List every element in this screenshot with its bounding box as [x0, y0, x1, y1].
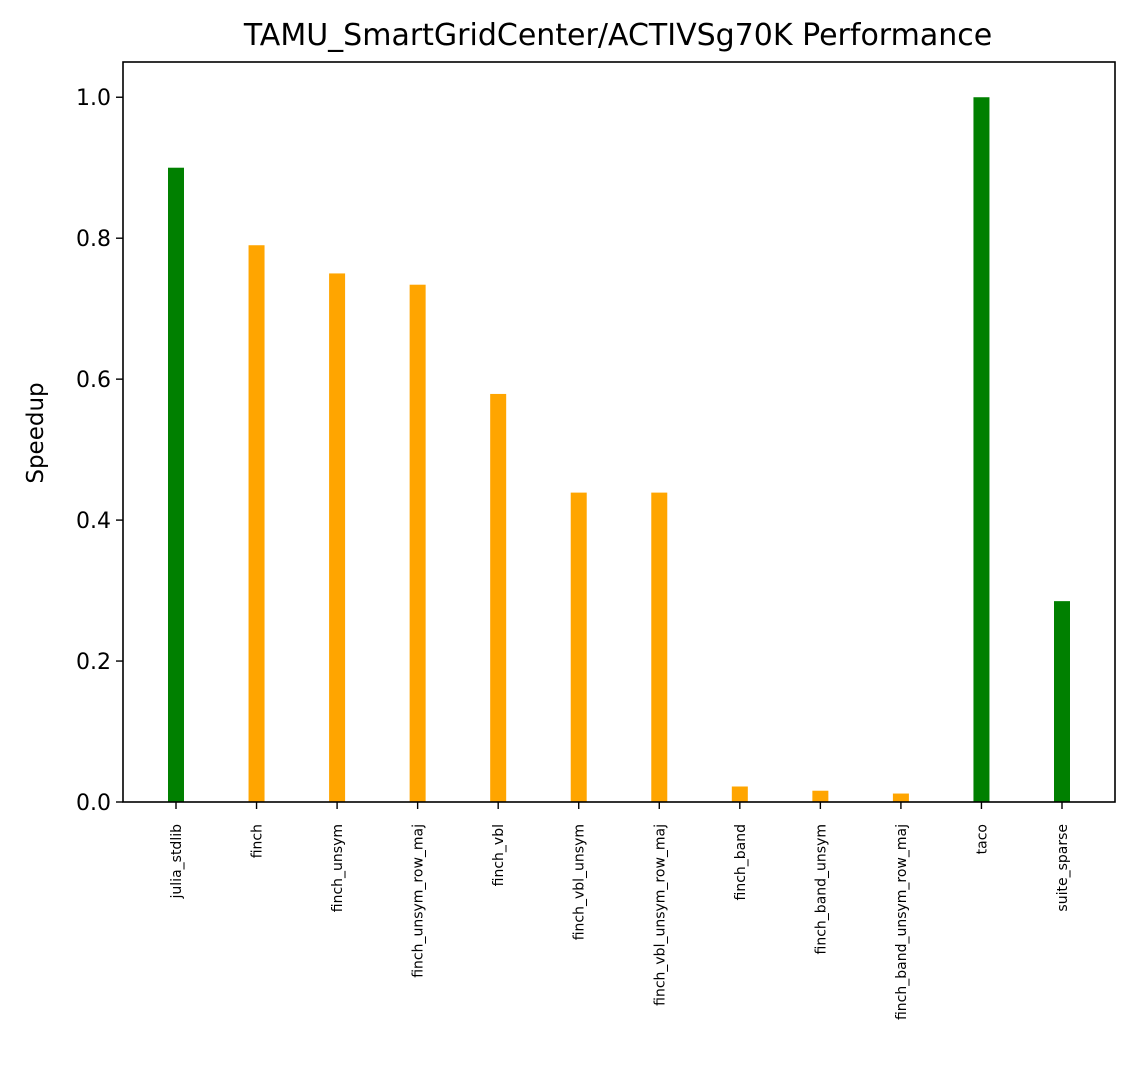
bar-finch_unsym	[329, 273, 346, 802]
y-axis-label: Speedup	[23, 382, 49, 483]
x-tick-label: finch_band	[733, 824, 749, 901]
bar-suite_sparse	[1054, 601, 1070, 802]
y-tick-label: 0.2	[76, 650, 111, 675]
chart-title: TAMU_SmartGridCenter/ACTIVSg70K Performa…	[243, 18, 992, 53]
bar-julia_stdlib	[168, 167, 184, 802]
x-tick-label: finch_unsym	[330, 824, 346, 912]
bar-finch_band_unsym	[812, 790, 829, 802]
bar-finch_vbl_unsym	[570, 492, 587, 802]
bar-finch_unsym_row_maj	[409, 284, 426, 802]
x-tick-label: finch_unsym_row_maj	[411, 824, 427, 978]
bar-finch	[248, 245, 265, 802]
x-tick-label: finch_vbl_unsym	[572, 824, 588, 940]
bar-taco	[973, 97, 990, 802]
x-tick-label: suite_sparse	[1055, 824, 1071, 912]
y-tick-label: 1.0	[76, 86, 111, 111]
y-axis: 0.0 0.2 0.4 0.6 0.8 1.0	[76, 86, 123, 816]
y-tick-label: 0.6	[76, 368, 111, 393]
bar-finch_vbl_unsym_row_maj	[651, 492, 668, 802]
plot-frame	[122, 61, 1116, 803]
x-tick-label: taco	[974, 824, 990, 854]
y-tick-label: 0.4	[76, 509, 111, 534]
x-tick-label: finch_vbl	[491, 824, 507, 886]
x-tick-label: finch_vbl_unsym_row_maj	[652, 824, 668, 1006]
bar-finch_band_unsym_row_maj	[892, 793, 909, 802]
x-tick-label: finch	[250, 824, 266, 858]
x-tick-label: julia_stdlib	[169, 824, 185, 900]
x-tick-label: finch_band_unsym	[813, 824, 829, 954]
x-axis: julia_stdlib finch finch_unsym finch_unsym_…	[169, 802, 1071, 1020]
x-tick-label: finch_band_unsym_row_maj	[894, 824, 910, 1020]
y-tick-label: 0.8	[76, 227, 111, 252]
bar-finch_band	[731, 786, 748, 802]
bars-group	[168, 97, 1070, 802]
bar-finch_vbl	[490, 393, 507, 802]
y-tick-label: 0.0	[76, 791, 111, 816]
